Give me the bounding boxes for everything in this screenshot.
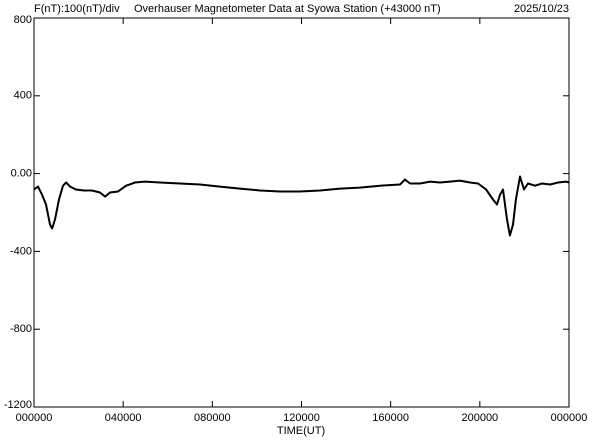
date: 2025/10/23 xyxy=(514,3,569,15)
x-tick-label: 000000 xyxy=(16,412,53,424)
y-tick-label: -800 xyxy=(10,323,32,335)
x-tick-label: 040000 xyxy=(105,412,142,424)
x-axis-label: TIME(UT) xyxy=(277,425,325,437)
scale-label: F(nT):100(nT)/div xyxy=(34,3,120,15)
data-line xyxy=(33,175,570,237)
plot-frame xyxy=(33,17,570,408)
y-tick-label: 0.00 xyxy=(11,168,32,180)
x-tick-label: 160000 xyxy=(372,412,409,424)
y-tick-label: -400 xyxy=(10,245,32,257)
chart-title: Overhauser Magnetometer Data at Syowa St… xyxy=(134,3,441,15)
x-tick-label: 200000 xyxy=(461,412,498,424)
x-tick-label: 120000 xyxy=(283,412,320,424)
x-tick-label: 080000 xyxy=(194,412,231,424)
y-tick-label: 400 xyxy=(14,90,32,102)
y-tick-label: 800 xyxy=(14,14,32,26)
y-tick-label: -1200 xyxy=(4,399,32,411)
x-tick-label: 000000 xyxy=(551,412,588,424)
